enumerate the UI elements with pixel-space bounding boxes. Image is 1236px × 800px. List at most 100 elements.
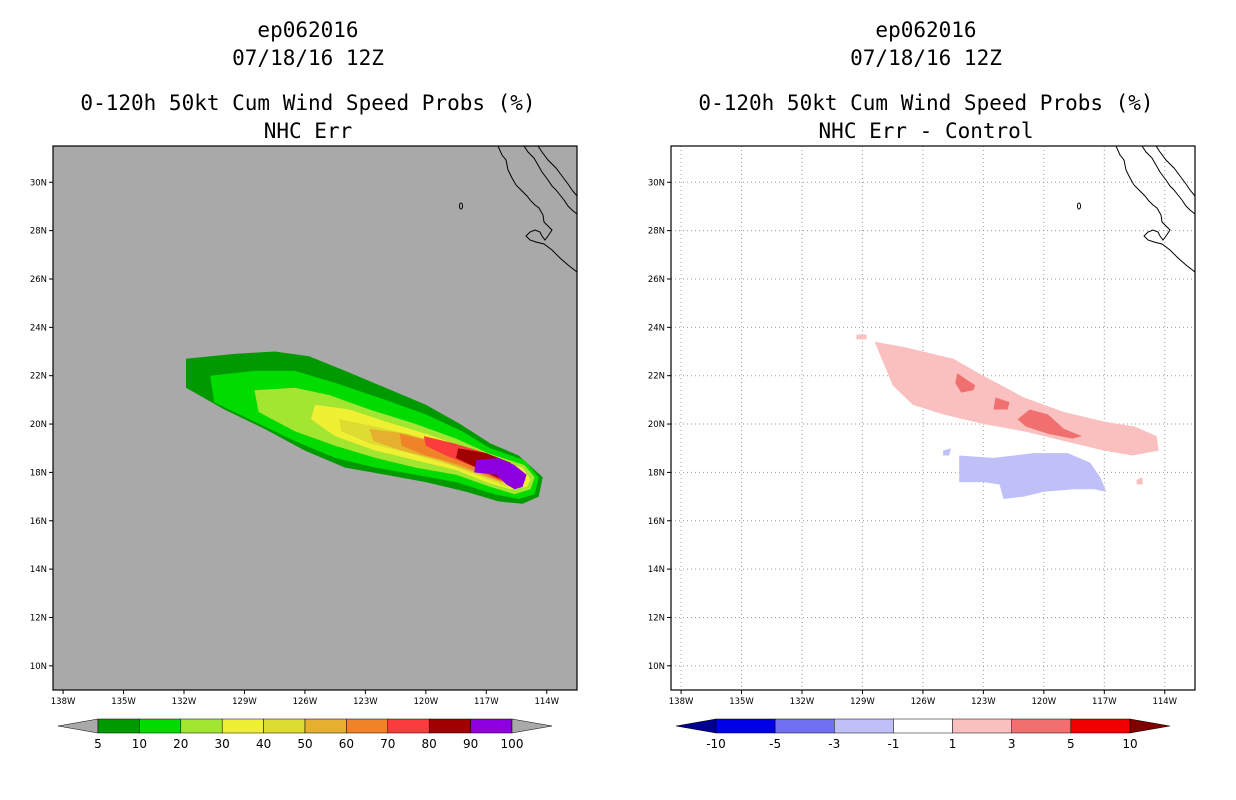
y-tick-label: 16N <box>30 517 47 527</box>
island-guadalupe <box>1077 202 1081 210</box>
colorbar-swatch <box>834 718 894 734</box>
colorbar-label: 100 <box>501 737 524 751</box>
colorbar-label: 10 <box>1122 737 1137 751</box>
colorbar-label: -10 <box>706 737 726 751</box>
y-tick-label: 10N <box>30 662 47 672</box>
x-tick-label: 114W <box>534 697 559 707</box>
y-tick-label: 26N <box>30 275 47 285</box>
colorbar-swatch <box>97 718 140 734</box>
x-tick-label: 129W <box>232 697 257 707</box>
colorbar-swatch <box>221 718 264 734</box>
y-tick-label: 28N <box>648 227 665 237</box>
right-datetime: 07/18/16 12Z <box>850 46 1002 70</box>
colorbar-swatch <box>952 718 1012 734</box>
y-tick-label: 26N <box>648 275 665 285</box>
plot-frame <box>52 145 578 691</box>
y-tick-label: 24N <box>648 323 665 333</box>
x-tick-label: 123W <box>971 697 996 707</box>
colorbar-swatch <box>893 718 953 734</box>
colorbar-over-arrow <box>511 718 553 734</box>
colorbar-label: -3 <box>828 737 840 751</box>
colorbar-swatch <box>180 718 223 734</box>
left-storm-id: ep062016 <box>257 18 359 42</box>
colorbar-label: 70 <box>380 737 395 751</box>
x-tick-label: 138W <box>51 697 76 707</box>
colorbar-swatch <box>774 718 835 734</box>
island-guadalupe <box>459 202 463 210</box>
colorbar-label: 10 <box>132 737 147 751</box>
x-tick-label: 126W <box>911 697 936 707</box>
y-tick-label: 30N <box>648 178 665 188</box>
colorbar-swatch <box>387 718 430 734</box>
right-chart-subtitle: NHC Err - Control <box>818 119 1034 143</box>
contour-neg1 <box>959 453 1107 499</box>
colorbar-label: 40 <box>256 737 271 751</box>
y-tick-label: 20N <box>648 420 665 430</box>
y-tick-label: 14N <box>648 565 665 575</box>
y-tick-label: 18N <box>648 468 665 478</box>
x-tick-label: 123W <box>353 697 378 707</box>
colorbar-swatch <box>428 718 471 734</box>
colorbar-label: 60 <box>339 737 354 751</box>
right-map: 138W 135W 132W 129W 126W 123W 120W 117W 114W 10N 1… <box>648 145 1196 751</box>
contour-1 <box>856 334 867 340</box>
x-tick-label: 120W <box>1032 697 1057 707</box>
x-tick-label: 117W <box>474 697 499 707</box>
x-tick-label: 129W <box>850 697 875 707</box>
y-tick-label: 12N <box>648 613 665 623</box>
contour-1 <box>1136 477 1143 485</box>
y-tick-label: 24N <box>30 323 47 333</box>
colorbar-swatch <box>470 718 513 734</box>
left-chart-title: 0-120h 50kt Cum Wind Speed Probs (%) <box>80 91 536 115</box>
x-tick-label: 114W <box>1152 697 1177 707</box>
colorbar-swatch <box>715 718 776 734</box>
colorbar-under-arrow <box>57 718 99 734</box>
plot-background <box>671 146 1195 690</box>
right-chart-title: 0-120h 50kt Cum Wind Speed Probs (%) <box>698 91 1154 115</box>
colorbar-label: 3 <box>1008 737 1016 751</box>
colorbar-over-arrow <box>1129 718 1171 734</box>
y-tick-label: 14N <box>30 565 47 575</box>
colorbar-label: 80 <box>422 737 437 751</box>
left-chart-subtitle: NHC Err <box>263 119 353 143</box>
colorbar-swatch <box>1070 718 1131 734</box>
colorbar-swatch <box>263 718 306 734</box>
colorbar-label: 30 <box>215 737 230 751</box>
coastline <box>1115 146 1195 273</box>
contour-90 <box>474 457 527 490</box>
y-tick-label: 20N <box>30 420 47 430</box>
colorbar-swatch <box>346 718 389 734</box>
x-tick-label: 117W <box>1092 697 1117 707</box>
colorbar-label: 1 <box>949 737 957 751</box>
x-tick-label: 138W <box>669 697 694 707</box>
colorbar-swatch <box>1011 718 1072 734</box>
x-tick-label: 135W <box>111 697 136 707</box>
left-map: 138W 135W 132W 129W 126W 123W 120W 117W 114W 10N 1… <box>30 145 578 751</box>
contour-1 <box>874 341 1159 456</box>
x-tick-label: 126W <box>293 697 318 707</box>
x-tick-label: 132W <box>172 697 197 707</box>
colorbar-label: 5 <box>1067 737 1075 751</box>
plot-frame <box>670 145 1196 691</box>
y-tick-label: 16N <box>648 517 665 527</box>
colorbar-label: 20 <box>173 737 188 751</box>
y-tick-label: 28N <box>30 227 47 237</box>
right-storm-id: ep062016 <box>875 18 977 42</box>
colorbar-label: 5 <box>94 737 102 751</box>
left-datetime: 07/18/16 12Z <box>232 46 384 70</box>
coastline <box>497 146 577 273</box>
y-tick-label: 22N <box>30 372 47 382</box>
contour-3 <box>993 397 1010 410</box>
y-tick-label: 18N <box>30 468 47 478</box>
colorbar-label: -5 <box>769 737 781 751</box>
colorbar-swatch <box>304 718 347 734</box>
colorbar-under-arrow <box>675 718 717 734</box>
contour-3 <box>955 373 976 393</box>
y-tick-label: 10N <box>648 662 665 672</box>
y-tick-label: 12N <box>30 613 47 623</box>
contour-neg1 <box>943 448 952 456</box>
colorbar-label: 90 <box>463 737 478 751</box>
x-tick-label: 132W <box>790 697 815 707</box>
x-tick-label: 135W <box>729 697 754 707</box>
colorbar-swatch <box>139 718 182 734</box>
